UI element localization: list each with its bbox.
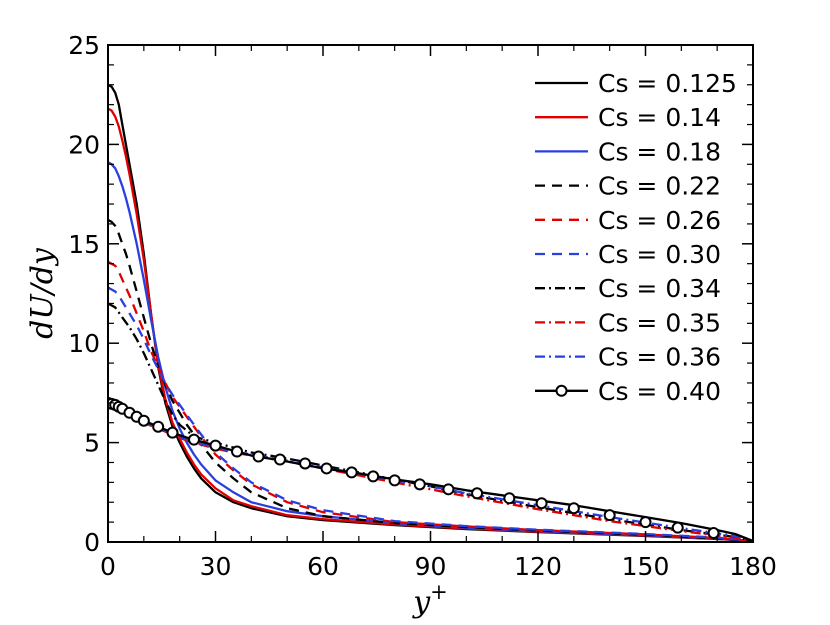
- y-axis-title: dU/dy: [25, 247, 60, 339]
- x-tick-label: 90: [415, 552, 447, 581]
- x-tick-label: 180: [729, 552, 777, 581]
- x-tick-label: 0: [100, 552, 116, 581]
- series-line-cs-0-30: [108, 286, 753, 542]
- series-point-cs-0-40: [388, 474, 401, 487]
- plot-frame: [107, 44, 754, 543]
- series-point-cs-0-40: [320, 462, 333, 475]
- series-point-cs-0-40: [299, 457, 312, 470]
- series-point-cs-0-40: [471, 487, 484, 500]
- legend: Cs = 0.125 Cs = 0.14 Cs = 0.18 Cs = 0.22 Cs …: [535, 69, 737, 406]
- legend-label-cs-0-22: Cs = 0.22: [598, 172, 721, 201]
- series-point-cs-0-40: [367, 470, 380, 483]
- legend-label-cs-0-30: Cs = 0.30: [598, 240, 721, 269]
- y-tick-label: 15: [68, 230, 100, 259]
- series-point-cs-0-40: [603, 509, 616, 522]
- y-tick-label: 20: [68, 130, 100, 159]
- series-point-cs-0-40: [345, 466, 358, 479]
- x-axis-title: y+: [411, 580, 448, 620]
- series-line-cs-0-34: [108, 302, 753, 542]
- y-tick-label: 5: [84, 429, 100, 458]
- series-point-cs-0-40: [137, 414, 150, 427]
- legend-label-cs-0-35: Cs = 0.35: [598, 308, 721, 337]
- series-point-cs-0-40: [503, 492, 516, 505]
- y-tick-label: 0: [84, 528, 100, 557]
- series-point-cs-0-40: [152, 420, 165, 433]
- series-point-cs-0-40: [166, 426, 179, 439]
- series-layer: [108, 83, 753, 542]
- series-point-cs-0-40: [252, 450, 265, 463]
- legend-marker-cs-0-40: [555, 384, 568, 397]
- y-tick-label: 25: [68, 31, 100, 60]
- series-point-cs-0-40: [567, 502, 580, 515]
- legend-label-cs-0-14: Cs = 0.14: [598, 103, 721, 132]
- x-tick-label: 60: [307, 552, 339, 581]
- series-point-cs-0-40: [707, 527, 720, 540]
- x-tick-label: 150: [622, 552, 670, 581]
- y-tick-label: 10: [68, 329, 100, 358]
- tick-layer: 0 30 60 90 120 150 180 0 5 10 15 20 25: [68, 31, 777, 581]
- legend-label-cs-0-18: Cs = 0.18: [598, 137, 721, 166]
- x-tick-label: 120: [514, 552, 562, 581]
- series-point-cs-0-40: [639, 516, 652, 529]
- series-point-cs-0-40: [535, 497, 548, 510]
- series-point-cs-0-40: [274, 453, 286, 466]
- legend-label-cs-0-125: Cs = 0.125: [598, 69, 737, 98]
- series-point-cs-0-40: [231, 445, 243, 458]
- series-point-cs-0-40: [442, 483, 455, 496]
- series-point-cs-0-40: [413, 478, 426, 491]
- legend-label-cs-0-40: Cs = 0.40: [598, 377, 721, 406]
- series-line-cs-0-22: [108, 218, 753, 542]
- series-point-cs-0-40: [671, 521, 684, 534]
- series-point-cs-0-40: [209, 439, 222, 452]
- legend-label-cs-0-26: Cs = 0.26: [598, 206, 721, 235]
- legend-label-cs-0-34: Cs = 0.34: [598, 274, 721, 303]
- x-tick-label: 30: [200, 552, 232, 581]
- legend-label-cs-0-36: Cs = 0.36: [598, 343, 721, 372]
- series-point-cs-0-40: [188, 433, 200, 446]
